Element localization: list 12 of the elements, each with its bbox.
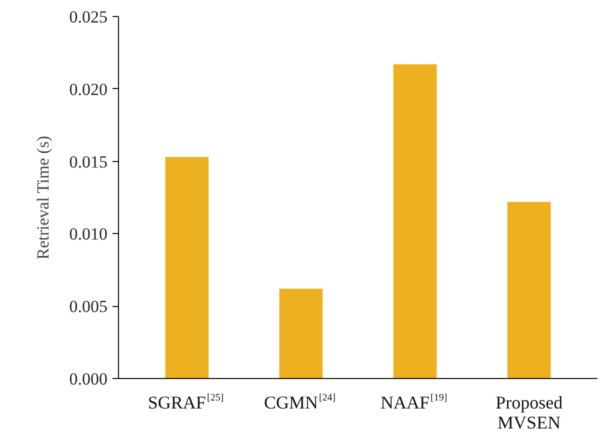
y-tick-label: 0.020 — [69, 80, 108, 99]
bar — [507, 202, 551, 378]
x-tick-label: Proposed MVSEN — [496, 392, 563, 432]
y-tick-label: 0.025 — [69, 8, 108, 26]
y-tick-label: 0.005 — [69, 297, 108, 316]
y-tick-label: 0.010 — [69, 224, 108, 244]
y-tick-label: 0.000 — [69, 370, 108, 388]
bar — [279, 288, 323, 378]
bar — [165, 156, 209, 378]
y-axis-title: Retrieval Time (s) — [33, 136, 52, 260]
y-tick-label: 0.015 — [69, 152, 108, 172]
bar — [393, 64, 437, 378]
